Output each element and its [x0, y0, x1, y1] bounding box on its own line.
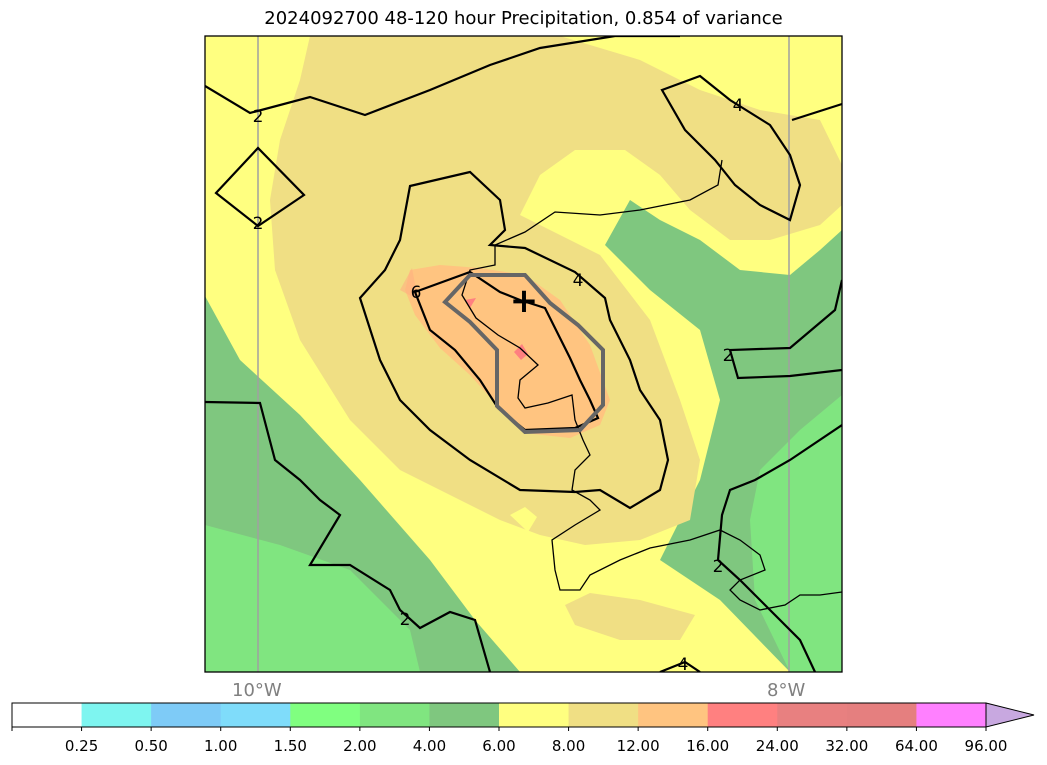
colorbar-tick-label: 6.00 — [482, 737, 516, 755]
contour-label-6: 6 — [411, 283, 422, 303]
colorbar-cell — [707, 703, 778, 727]
colorbar-cell — [846, 703, 917, 727]
colorbar-tick-label: 1.50 — [273, 737, 307, 755]
colorbar-extend-arrow — [985, 702, 1035, 728]
field-32-64-spot-a — [465, 298, 476, 308]
contour-16-gray — [442, 273, 605, 435]
colorbar-tick-label: 0.50 — [134, 737, 168, 755]
contour-6 — [413, 270, 600, 432]
colorbar-cell — [12, 703, 83, 727]
colorbar-tick-label: 8.00 — [551, 737, 586, 755]
colorbar-cell — [568, 703, 639, 727]
contour-4-main — [358, 170, 670, 510]
colorbar-cell — [81, 703, 152, 727]
colorbar-cell — [499, 703, 570, 727]
contour-2-west — [205, 400, 492, 672]
colorbar-tick-label: 96.00 — [964, 737, 1008, 755]
colorbar-cell — [916, 703, 987, 727]
field-8-12-notch — [510, 507, 537, 532]
field-32-64-spot-b — [514, 344, 528, 360]
center-marker: + — [510, 281, 539, 321]
colorbar-tick-label: 24.00 — [755, 737, 799, 755]
contour-2-east-lower — [716, 424, 842, 672]
colorbar — [11, 702, 1035, 731]
colorbar-cell — [638, 703, 709, 727]
contour-lines — [205, 36, 842, 672]
coastline — [461, 159, 842, 611]
field-12-16-main — [270, 36, 842, 545]
colorbar-cell — [290, 703, 361, 727]
contour-label-2-b: 2 — [253, 214, 264, 234]
contour-2-north — [205, 36, 680, 117]
colorbar-cell — [220, 703, 291, 727]
colorbar-tick-label: 64.00 — [894, 737, 938, 755]
contour-4-northeast-tail — [791, 102, 842, 122]
map-title: 2024092700 48-120 hour Precipitation, 0.… — [264, 8, 783, 29]
field-4-6-east — [750, 395, 842, 672]
field-12-16-south — [565, 593, 695, 640]
colorbar-tick-label: 1.00 — [204, 737, 238, 755]
colorbar-tick-label: 12.00 — [616, 737, 660, 755]
colorbar-tick-label: 32.00 — [825, 737, 869, 755]
colorbar-tick-label: 4.00 — [412, 737, 447, 755]
contour-4-northeast — [660, 74, 802, 222]
contour-label-2-c: 2 — [723, 346, 734, 366]
contour-label-2-a: 2 — [253, 107, 264, 127]
contour-label-4-a: 4 — [733, 96, 744, 116]
precipitation-map: + 2 2 4 4 6 2 2 2 4 — [204, 35, 843, 675]
lon-label-10w: 10°W — [232, 680, 282, 701]
contour-4-south — [659, 660, 701, 672]
colorbar-cell — [429, 703, 500, 727]
contour-label-4-b: 4 — [573, 271, 584, 291]
colorbar-cell — [359, 703, 430, 727]
contour-label-4-c: 4 — [678, 655, 689, 675]
contour-2-east-upper — [728, 279, 842, 380]
map-frame — [204, 35, 843, 673]
field-24-32 — [400, 268, 418, 300]
colorbar-tick-label: 16.00 — [686, 737, 730, 755]
lon-label-8w: 8°W — [767, 680, 806, 701]
colorbar-cell — [777, 703, 848, 727]
colorbar-tick-label: 2.00 — [343, 737, 377, 755]
colorbar-cell — [151, 703, 222, 727]
contour-label-2-d: 2 — [713, 557, 724, 577]
contour-label-2-e: 2 — [400, 610, 411, 630]
contour-2-diamond — [214, 146, 306, 228]
colorbar-tick-label: 0.25 — [64, 737, 99, 755]
